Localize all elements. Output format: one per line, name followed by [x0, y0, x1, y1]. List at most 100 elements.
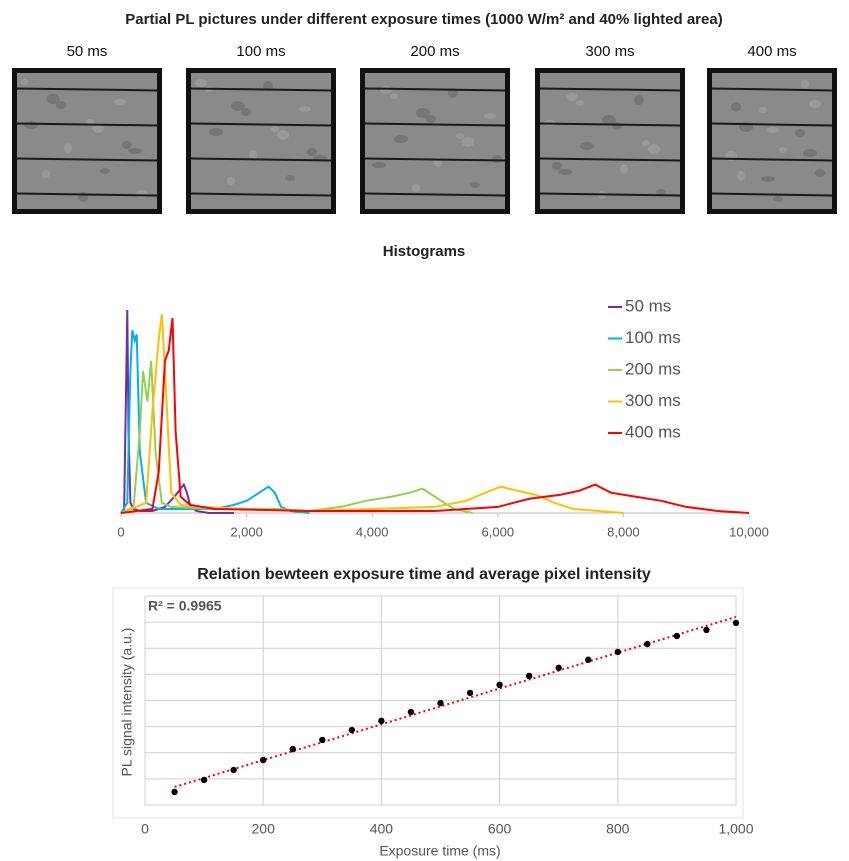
pictures-title: Partial PL pictures under different expo…: [125, 11, 722, 28]
picture-texture: [767, 127, 779, 133]
data-point: [703, 626, 710, 634]
picture-texture: [795, 129, 805, 137]
data-point: [525, 672, 533, 680]
picture-texture: [372, 162, 386, 168]
picture-texture: [24, 121, 38, 129]
picture-texture: [470, 182, 480, 188]
picture-crack: [711, 157, 833, 162]
data-point: [732, 619, 740, 627]
chart-title: Relation bewteen exposure time and avera…: [197, 566, 651, 583]
legend-label: 200 ms: [625, 359, 681, 378]
data-point: [437, 699, 444, 707]
picture-texture: [456, 133, 464, 139]
x-tick-label: 4,000: [356, 524, 389, 539]
data-point: [585, 656, 592, 663]
picture: [191, 73, 331, 209]
x-tick-label: 200: [252, 821, 276, 837]
picture-crack: [364, 157, 506, 162]
picture-texture: [307, 148, 317, 156]
picture: [540, 73, 680, 209]
picture-texture: [277, 130, 289, 140]
picture-texture: [56, 101, 66, 109]
legend-label: 50 ms: [625, 296, 671, 315]
picture-texture: [263, 81, 273, 91]
picture-texture: [779, 147, 787, 153]
data-point: [289, 745, 296, 753]
picture-texture: [815, 169, 825, 177]
picture: [712, 73, 832, 209]
picture-texture: [484, 113, 496, 119]
picture-crack: [16, 87, 158, 92]
data-point: [555, 664, 562, 672]
picture-crack: [711, 122, 833, 127]
picture-texture: [20, 79, 28, 85]
picture-texture: [227, 177, 235, 185]
picture-texture: [390, 93, 398, 99]
picture-texture: [394, 135, 408, 143]
picture-texture: [558, 169, 572, 175]
picture-texture: [426, 115, 436, 123]
x-tick-label: 8,000: [607, 524, 640, 539]
picture-texture: [801, 80, 809, 88]
picture-crack: [711, 87, 833, 92]
picture: [365, 73, 505, 209]
picture-texture: [552, 162, 562, 170]
picture-texture: [656, 189, 666, 195]
picture-texture: [114, 99, 126, 105]
picture-crack: [364, 192, 506, 197]
picture-texture: [122, 141, 132, 149]
picture-crack: [190, 157, 332, 162]
data-point: [319, 736, 326, 744]
picture-texture: [761, 176, 775, 182]
picture-texture: [434, 157, 442, 167]
picture-texture: [648, 144, 660, 154]
picture-label: 300 ms: [585, 43, 634, 60]
picture-texture: [100, 168, 110, 174]
chart-frame: [112, 587, 744, 819]
picture-crack: [190, 192, 332, 197]
data-point: [230, 766, 237, 774]
picture-crack: [539, 87, 681, 92]
picture-crack: [364, 122, 506, 127]
picture-texture: [634, 95, 644, 105]
picture-crack: [190, 122, 332, 127]
data-point: [614, 648, 621, 656]
picture-label: 50 ms: [67, 43, 108, 60]
picture-label: 100 ms: [236, 43, 285, 60]
data-point: [496, 681, 503, 689]
trend-line: [174, 615, 737, 788]
picture-texture: [737, 171, 745, 181]
y-axis-label: PL signal intensity (a.u.): [119, 628, 135, 777]
picture-texture: [759, 107, 767, 113]
picture-crack: [364, 87, 506, 92]
x-tick-label: 6,000: [482, 524, 515, 539]
data-point: [348, 726, 356, 734]
picture-texture: [136, 190, 148, 198]
x-tick-label: 10,000: [729, 524, 769, 539]
picture-texture: [128, 148, 142, 154]
picture-texture: [620, 164, 628, 174]
picture-texture: [46, 94, 60, 104]
data-point: [673, 632, 681, 640]
x-tick-label: 0: [117, 524, 124, 539]
annotation: R² = 0.9965: [148, 598, 222, 614]
x-tick-label: 0: [141, 821, 149, 837]
data-point: [378, 717, 385, 725]
picture-texture: [492, 155, 502, 163]
picture-texture: [566, 93, 578, 101]
histogram-line: [120, 318, 750, 514]
histogram-line: [120, 313, 624, 514]
data-point: [171, 788, 178, 796]
picture-texture: [416, 108, 430, 118]
legend-label: 100 ms: [625, 328, 681, 347]
picture-texture: [241, 108, 251, 116]
picture-texture: [731, 102, 741, 112]
x-tick-label: 2,000: [230, 524, 263, 539]
picture-crack: [16, 192, 158, 197]
x-tick-label: 400: [370, 821, 394, 837]
data-point: [644, 640, 651, 648]
picture-texture: [580, 142, 594, 150]
picture-texture: [249, 150, 257, 160]
x-tick-label: 600: [488, 821, 512, 837]
picture-label: 200 ms: [410, 43, 459, 60]
